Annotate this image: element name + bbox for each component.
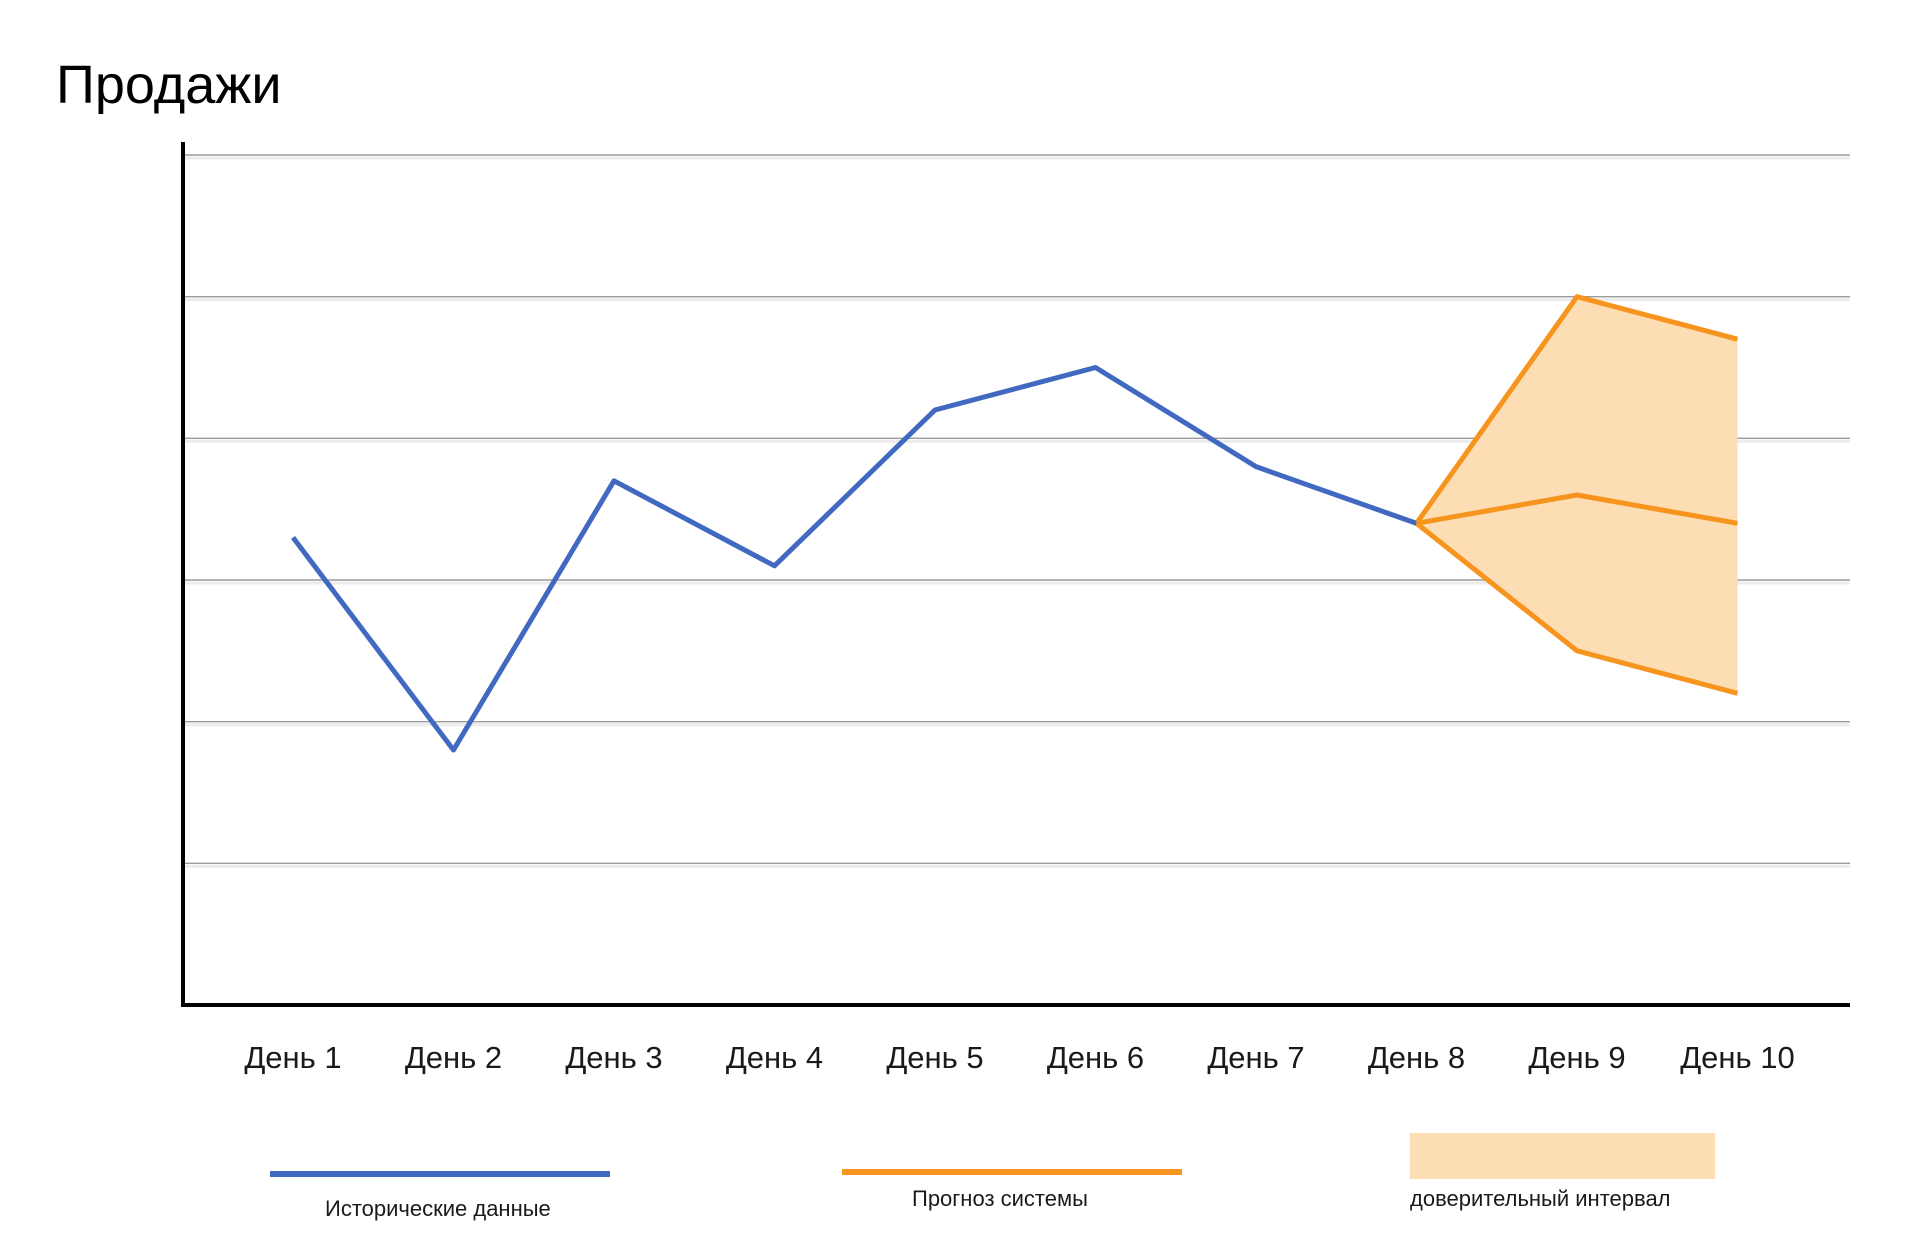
x-tick-label: День 6: [1047, 1040, 1144, 1075]
series-lines: [291, 365, 1738, 753]
legend-label-historical: Исторические данные: [325, 1196, 551, 1221]
confidence-upper-line: [1414, 294, 1739, 525]
x-tick-label: День 3: [565, 1040, 662, 1075]
series-line-1: [1416, 492, 1738, 526]
chart-title: Продажи: [56, 55, 282, 115]
axes: [181, 142, 1850, 1007]
x-tick-label: День 1: [244, 1040, 341, 1075]
legend-label-forecast: Прогноз системы: [912, 1186, 1088, 1211]
legend-swatch-confidence: [1410, 1133, 1715, 1179]
series-line-0: [291, 365, 1418, 753]
x-tick-label: День 4: [726, 1040, 823, 1075]
confidence-lower-line: [1414, 521, 1739, 696]
x-tick-label: День 10: [1680, 1040, 1795, 1075]
legend-label-confidence: доверительный интервал: [1410, 1186, 1671, 1211]
legend-swatch-forecast: [842, 1169, 1182, 1175]
x-tick-label: День 9: [1528, 1040, 1625, 1075]
x-tick-label: День 5: [886, 1040, 983, 1075]
x-tick-labels: День 1 День 2 День 3 День 4 День 5 День 6 День…: [244, 1040, 1794, 1075]
legend-swatch-historical: [270, 1171, 610, 1177]
x-tick-label: День 2: [405, 1040, 502, 1075]
x-tick-label: День 8: [1368, 1040, 1465, 1075]
x-tick-label: День 7: [1207, 1040, 1304, 1075]
